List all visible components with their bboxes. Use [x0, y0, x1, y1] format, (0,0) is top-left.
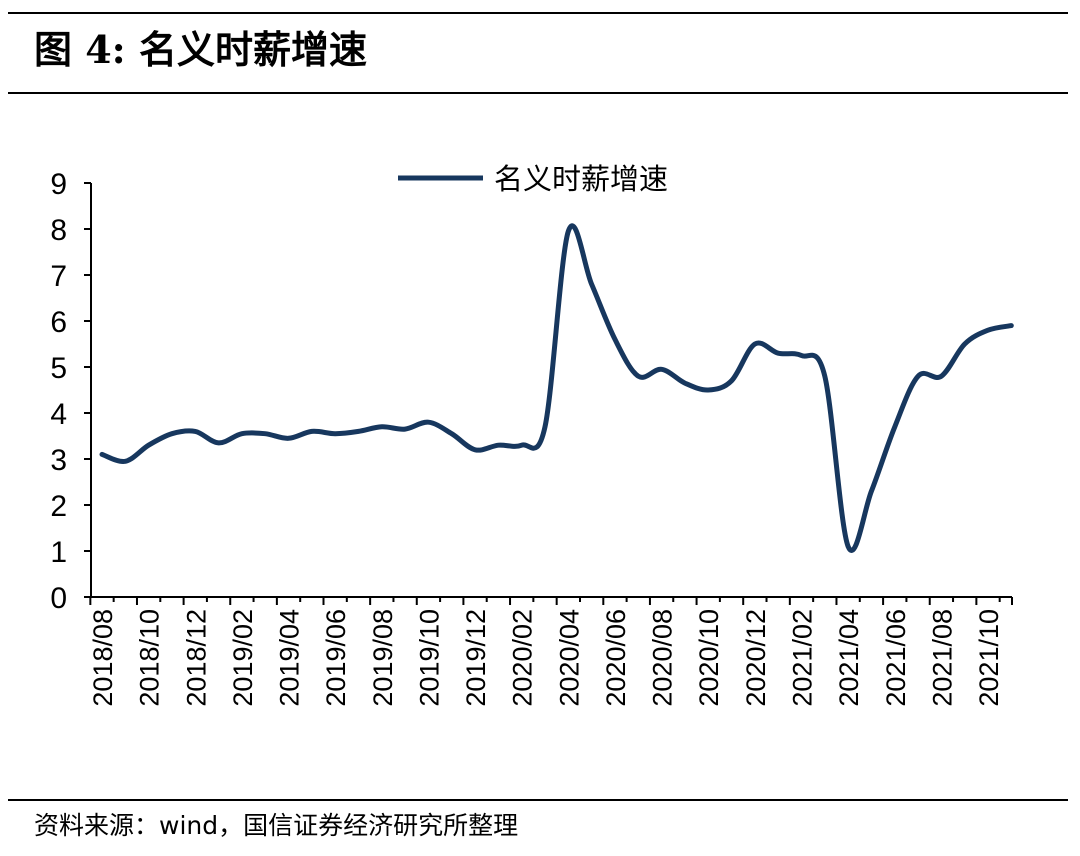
legend-label: 名义时薪增速	[494, 162, 668, 196]
x-tick-label: 2019/08	[368, 609, 398, 707]
source-rule	[8, 799, 1068, 801]
x-tick-label: 2020/02	[508, 609, 538, 707]
y-tick-label: 9	[50, 168, 67, 201]
x-tick-label: 2019/10	[414, 609, 444, 707]
x-tick-label: 2019/06	[321, 609, 351, 707]
top-rule	[8, 12, 1068, 14]
y-tick-label: 1	[50, 536, 67, 569]
y-axis: 0 1 2 3 4 5 6 7 8 9	[50, 168, 92, 615]
x-tick-label: 2020/08	[648, 609, 678, 707]
x-tick-label: 2020/10	[694, 609, 724, 707]
x-tick-label: 2020/12	[741, 609, 771, 707]
y-tick-label: 7	[50, 260, 67, 293]
x-tick-label: 2018/08	[88, 609, 118, 707]
series-line	[99, 223, 1014, 553]
y-tick-label: 4	[50, 398, 67, 431]
x-tick-label: 2020/04	[554, 609, 584, 707]
series-group	[99, 223, 1014, 553]
source-note: 资料来源：wind，国信证券经济研究所整理	[34, 811, 519, 840]
x-tick-label: 2019/02	[228, 609, 258, 707]
y-tick-label: 2	[50, 490, 67, 523]
x-tick-label: 2021/08	[927, 609, 957, 707]
figure-title-text: 名义时薪增速	[138, 27, 367, 72]
y-tick-label: 0	[50, 582, 67, 615]
x-tick-label: 2018/12	[181, 609, 211, 707]
x-tick-label: 2018/10	[135, 609, 165, 707]
x-tick-label: 2021/10	[974, 609, 1004, 707]
x-tick-label: 2021/06	[881, 609, 911, 707]
y-tick-label: 3	[50, 444, 67, 477]
figure-label: 图 4:	[34, 27, 126, 72]
x-tick-label: 2019/12	[461, 609, 491, 707]
title-rule	[8, 92, 1068, 94]
figure-title: 图 4: 名义时薪增速	[34, 22, 367, 78]
x-tick-label: 2021/04	[834, 609, 864, 707]
x-tick-label: 2020/06	[601, 609, 631, 707]
legend: 名义时薪增速	[398, 162, 668, 196]
y-tick-label: 6	[50, 306, 67, 339]
x-tick-label: 2019/04	[275, 609, 305, 707]
x-axis: 2018/08 2018/10 2018/12 2019/02 2019/04 2019/…	[88, 596, 1013, 707]
y-tick-label: 5	[50, 352, 67, 385]
y-tick-label: 8	[50, 214, 67, 247]
x-tick-label: 2021/02	[787, 609, 817, 707]
